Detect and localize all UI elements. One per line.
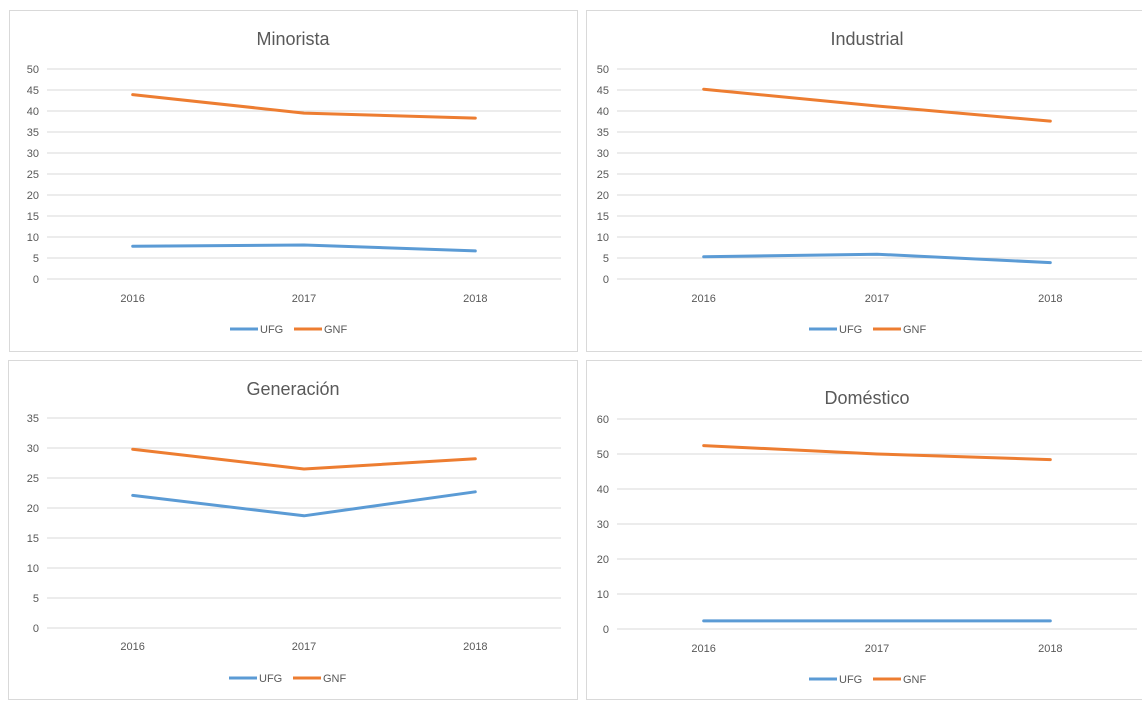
y-tick-label: 15 bbox=[27, 533, 39, 545]
y-tick-label: 5 bbox=[33, 593, 39, 605]
y-tick-label: 25 bbox=[597, 169, 609, 181]
chart-panel-domestico: Doméstico 0 10 20 30 40 50 60 2016 2017 2018 UFG GN… bbox=[586, 360, 1142, 700]
series-line-ufg bbox=[131, 490, 477, 518]
y-tick-label: 0 bbox=[603, 624, 609, 636]
legend-label-ufg: UFG bbox=[839, 674, 862, 686]
legend-label-ufg: UFG bbox=[839, 324, 862, 336]
chart-title: Doméstico bbox=[824, 388, 909, 408]
y-tick-label: 25 bbox=[27, 169, 39, 181]
x-tick-label: 2018 bbox=[463, 293, 487, 305]
y-tick-label: 10 bbox=[27, 563, 39, 575]
legend-label-gnf: GNF bbox=[903, 324, 927, 336]
gridlines bbox=[47, 68, 561, 280]
y-tick-label: 60 bbox=[597, 414, 609, 426]
y-tick-label: 50 bbox=[27, 64, 39, 76]
y-tick-label: 10 bbox=[27, 232, 39, 244]
legend-label-ufg: UFG bbox=[260, 324, 283, 336]
x-tick-label: 2017 bbox=[865, 293, 889, 305]
series-line-ufg bbox=[131, 243, 477, 253]
legend-label-gnf: GNF bbox=[903, 674, 927, 686]
y-tick-label: 30 bbox=[27, 443, 39, 455]
y-tick-label: 30 bbox=[27, 148, 39, 160]
chart-domestico: Doméstico 0 10 20 30 40 50 60 2016 2017 2018 UFG GN… bbox=[597, 388, 1137, 686]
y-tick-label: 30 bbox=[597, 519, 609, 531]
y-tick-label: 50 bbox=[597, 64, 609, 76]
chart-title: Generación bbox=[246, 379, 339, 399]
chart-generacion: Generación 0 5 10 15 20 25 30 35 2016 2017 2018 UFG… bbox=[27, 379, 561, 685]
y-tick-label: 40 bbox=[27, 106, 39, 118]
gridlines bbox=[47, 417, 561, 629]
legend-label-gnf: GNF bbox=[324, 324, 348, 336]
y-tick-label: 0 bbox=[603, 274, 609, 286]
y-tick-label: 5 bbox=[603, 253, 609, 265]
x-tick-label: 2017 bbox=[292, 641, 316, 653]
legend-label-ufg: UFG bbox=[259, 673, 282, 685]
gridlines bbox=[617, 418, 1137, 630]
x-tick-label: 2017 bbox=[292, 293, 316, 305]
y-tick-label: 45 bbox=[27, 85, 39, 97]
chart-panel-minorista: Minorista 0 5 10 15 20 25 30 35 40 45 50 2016 2017 20… bbox=[9, 10, 578, 352]
x-tick-label: 2017 bbox=[865, 643, 889, 655]
y-tick-label: 20 bbox=[597, 554, 609, 566]
gridlines bbox=[617, 68, 1137, 280]
series-line-gnf bbox=[702, 87, 1052, 123]
y-tick-label: 45 bbox=[597, 85, 609, 97]
y-tick-label: 30 bbox=[597, 148, 609, 160]
x-tick-label: 2016 bbox=[120, 641, 144, 653]
y-tick-label: 35 bbox=[27, 413, 39, 425]
y-tick-label: 25 bbox=[27, 473, 39, 485]
x-tick-label: 2016 bbox=[691, 643, 715, 655]
y-tick-label: 10 bbox=[597, 589, 609, 601]
x-tick-label: 2016 bbox=[120, 293, 144, 305]
series-line-gnf bbox=[131, 93, 477, 120]
x-tick-label: 2018 bbox=[1038, 293, 1062, 305]
chart-panel-industrial: Industrial 0 5 10 15 20 25 30 35 40 45 50 2016 2017 2… bbox=[586, 10, 1142, 352]
y-tick-label: 50 bbox=[597, 449, 609, 461]
series-line-gnf bbox=[702, 444, 1052, 462]
y-tick-label: 40 bbox=[597, 106, 609, 118]
x-tick-label: 2018 bbox=[1038, 643, 1062, 655]
x-tick-label: 2016 bbox=[691, 293, 715, 305]
y-tick-label: 20 bbox=[597, 190, 609, 202]
series-line-ufg bbox=[702, 252, 1052, 265]
y-tick-label: 35 bbox=[27, 127, 39, 139]
chart-industrial: Industrial 0 5 10 15 20 25 30 35 40 45 50 2016 2017 2… bbox=[597, 29, 1137, 336]
chart-minorista: Minorista 0 5 10 15 20 25 30 35 40 45 50 2016 2017 20… bbox=[27, 29, 561, 336]
chart-title: Minorista bbox=[256, 29, 330, 49]
y-tick-label: 35 bbox=[597, 127, 609, 139]
legend-label-gnf: GNF bbox=[323, 673, 347, 685]
y-tick-label: 20 bbox=[27, 503, 39, 515]
y-tick-label: 10 bbox=[597, 232, 609, 244]
y-tick-label: 15 bbox=[597, 211, 609, 223]
x-tick-label: 2018 bbox=[463, 641, 487, 653]
chart-title: Industrial bbox=[830, 29, 903, 49]
series-line-gnf bbox=[131, 447, 477, 471]
y-tick-label: 0 bbox=[33, 274, 39, 286]
y-tick-label: 5 bbox=[33, 253, 39, 265]
y-tick-label: 15 bbox=[27, 211, 39, 223]
chart-panel-generacion: Generación 0 5 10 15 20 25 30 35 2016 2017 2018 UFG… bbox=[8, 360, 578, 700]
y-tick-label: 40 bbox=[597, 484, 609, 496]
y-tick-label: 0 bbox=[33, 623, 39, 635]
y-tick-label: 20 bbox=[27, 190, 39, 202]
